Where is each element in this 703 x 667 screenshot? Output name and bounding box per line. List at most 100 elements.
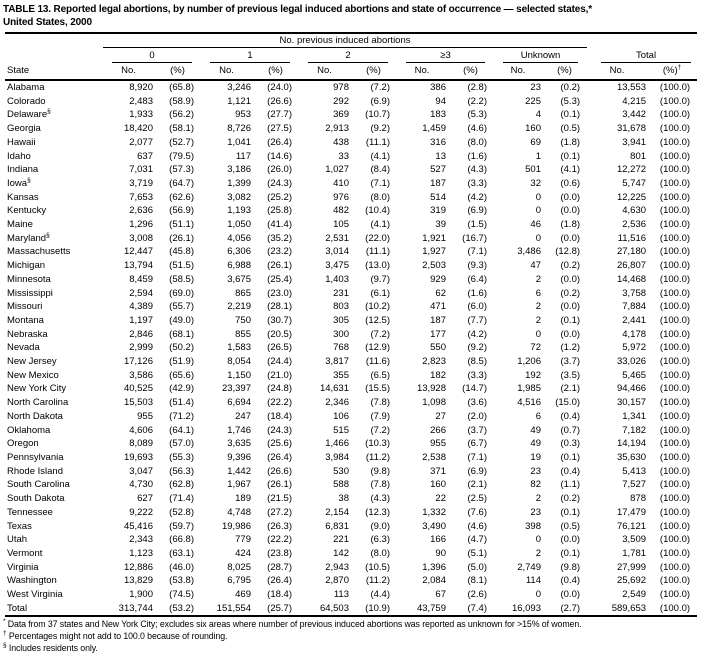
count-cell: 369 [333, 109, 349, 121]
count-cell: 231 [333, 287, 349, 299]
percent-cell: (0.0) [560, 191, 581, 203]
table-body: Alabama 8,920 (65.8) 3,246 (24.0) 978 (7.2) 386… [5, 80, 698, 617]
percent-cell: (100.0) [659, 520, 691, 532]
percent-cell: (58.1) [169, 123, 194, 135]
percent-cell: (100.0) [659, 205, 691, 217]
percent-cell: (100.0) [659, 246, 691, 258]
percent-cell: (0.4) [560, 575, 581, 587]
percent-cell: (7.1) [370, 177, 390, 189]
percent-cell: (100.0) [659, 109, 691, 121]
percent-cell: (9.8) [560, 561, 581, 573]
percent-cell: (26.1) [267, 479, 292, 491]
count-cell: 1,396 [422, 561, 446, 573]
no-column-header: No. [494, 63, 542, 81]
count-cell: 182 [430, 369, 446, 381]
col-group-2: 2 [308, 50, 388, 63]
percent-cell: (58.9) [169, 95, 194, 107]
count-cell: 1,121 [227, 95, 251, 107]
state-name: Utah [7, 534, 28, 546]
count-cell: 1,466 [325, 438, 349, 450]
percent-cell: (3.7) [467, 424, 487, 436]
percent-cell: (100.0) [659, 177, 691, 189]
percent-cell: (56.2) [169, 109, 194, 121]
table-header: No. previous induced abortions 0 1 2 ≥3 … [5, 33, 698, 81]
percent-cell: (26.3) [267, 520, 292, 532]
count-cell: 67 [435, 589, 446, 601]
count-cell: 1,399 [227, 177, 251, 189]
percent-cell: (8.0) [370, 191, 390, 203]
dagger-superscript: † [677, 63, 682, 71]
count-cell: 266 [430, 424, 446, 436]
count-cell: 2,846 [129, 328, 153, 340]
percent-cell: (11.1) [365, 136, 390, 148]
percent-cell: (3.6) [467, 397, 487, 409]
percent-cell: (35.2) [267, 232, 292, 244]
count-cell: 2 [535, 273, 541, 285]
state-footnote-marker: § [46, 231, 50, 239]
count-cell: 27,999 [616, 561, 647, 573]
percent-cell: (4.2) [467, 191, 487, 203]
percent-cell: (10.5) [365, 561, 390, 573]
count-cell: 1,583 [227, 342, 251, 354]
percent-cell: (0.0) [560, 273, 581, 285]
percent-cell: (2.2) [467, 95, 487, 107]
count-cell: 72 [530, 342, 541, 354]
count-cell: 39 [435, 219, 446, 231]
table-row: Hawaii 2,077 (52.7) 1,041 (26.4) 438 (11.1) 316… [5, 136, 697, 150]
state-name: Minnesota [7, 273, 51, 285]
percent-cell: (1.5) [467, 219, 487, 231]
percent-cell: (4.2) [467, 328, 487, 340]
percent-cell: (64.7) [169, 177, 194, 189]
state-footnote-marker: § [47, 108, 51, 116]
count-cell: 4,730 [129, 479, 153, 491]
percent-cell: (100.0) [659, 136, 691, 148]
count-cell: 23 [530, 506, 541, 518]
percent-cell: (26.5) [267, 342, 292, 354]
count-cell: 2 [535, 314, 541, 326]
count-cell: 929 [430, 273, 446, 285]
count-cell: 6,306 [227, 246, 251, 258]
table-row: Utah 2,343 (66.8) 779 (22.2) 221 (6.3) 166 (4.7)… [5, 533, 697, 547]
table-row: Iowa§ 3,719 (64.7) 1,399 (24.3) 410 (7.1) 187 (3… [5, 177, 697, 191]
count-cell: 953 [235, 109, 251, 121]
percent-cell: (0.1) [560, 150, 581, 162]
table-title: TABLE 13. Reported legal abortions, by n… [3, 4, 698, 29]
count-cell: 371 [430, 465, 446, 477]
footnote-marker: † [3, 630, 7, 638]
count-cell: 225 [525, 95, 541, 107]
count-cell: 69 [530, 136, 541, 148]
table-row: Oklahoma 4,606 (64.1) 1,746 (24.3) 515 (7.2) 26… [5, 424, 697, 438]
count-cell: 1,442 [227, 465, 251, 477]
percent-cell: (12.8) [555, 246, 581, 258]
state-name: Indiana [7, 164, 39, 176]
percent-cell: (51.5) [169, 260, 194, 272]
state-name: Colorado [7, 95, 46, 107]
percent-cell: (16.7) [462, 232, 487, 244]
count-cell: 1,206 [517, 356, 541, 368]
state-name: Alabama [7, 82, 45, 93]
state-column-header: State [5, 63, 103, 81]
percent-cell: (0.3) [560, 438, 581, 450]
percent-cell: (100.0) [659, 82, 691, 93]
col-group-unknown: Unknown [503, 50, 579, 63]
count-cell: 35,630 [616, 451, 647, 463]
count-cell: 2,999 [129, 342, 153, 354]
count-cell: 160 [430, 479, 446, 491]
count-cell: 4,389 [129, 301, 153, 313]
percent-cell: (4.4) [370, 589, 390, 601]
percent-cell: (25.4) [267, 273, 292, 285]
percent-cell: (52.7) [169, 136, 194, 148]
percent-cell: (5.0) [467, 561, 487, 573]
percent-cell: (100.0) [659, 123, 691, 135]
percent-cell: (7.9) [370, 410, 390, 422]
count-cell: 627 [137, 493, 153, 505]
table-row: Texas 45,416 (59.7) 19,986 (26.3) 6,831 (9.0) 3… [5, 520, 697, 534]
count-cell: 0 [535, 205, 541, 217]
count-cell: 9,222 [129, 506, 153, 518]
col-group-0: 0 [112, 50, 192, 63]
percent-cell: (4.6) [467, 123, 487, 135]
total-label: Total [7, 602, 28, 614]
count-cell: 4,748 [227, 506, 251, 518]
state-name: Michigan [7, 260, 46, 272]
